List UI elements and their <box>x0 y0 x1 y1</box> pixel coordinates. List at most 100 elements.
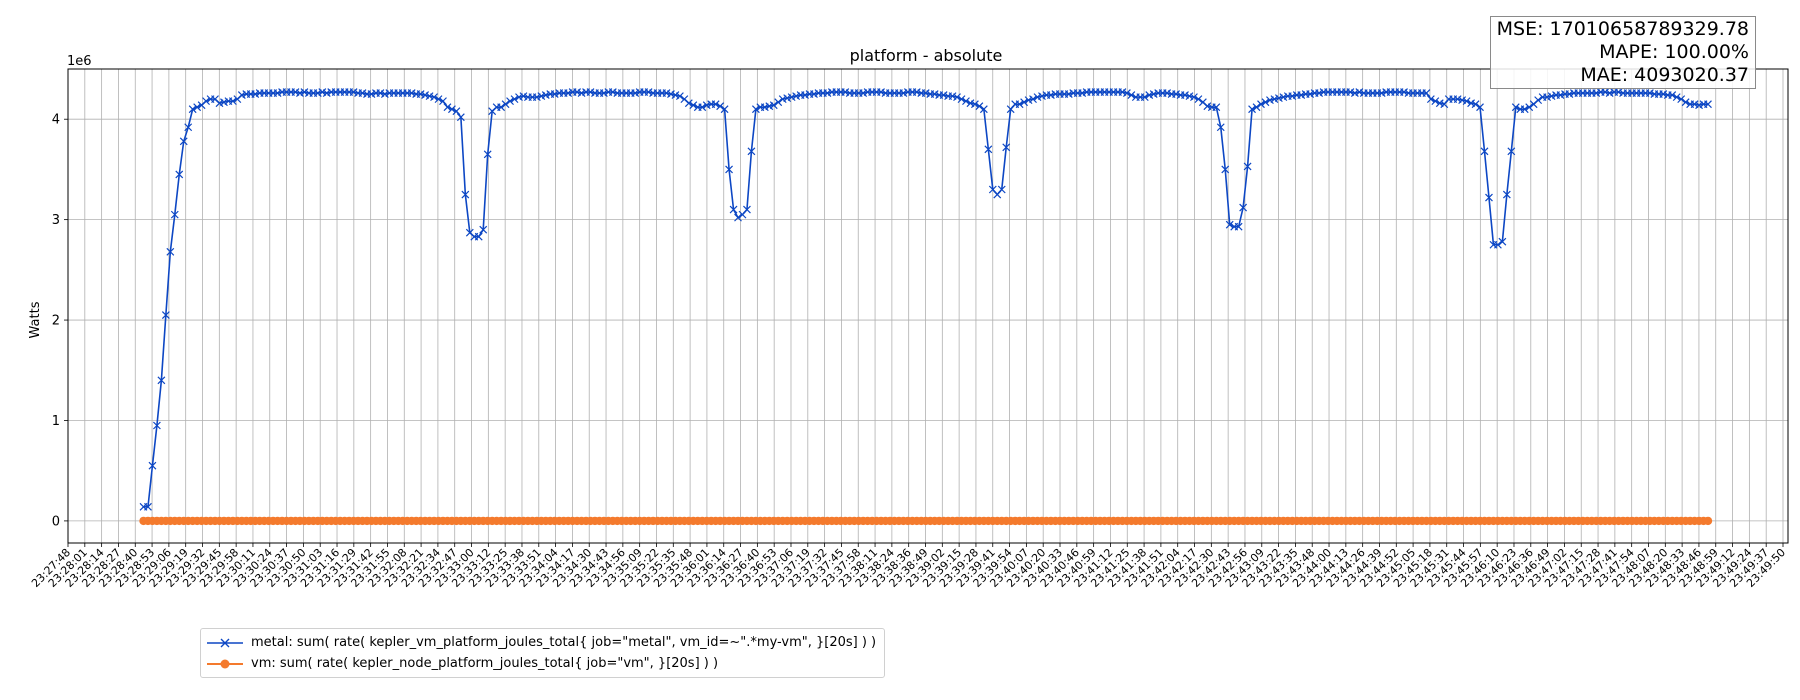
data-point-metal <box>1225 220 1234 229</box>
data-point-metal <box>170 210 179 219</box>
data-point-metal <box>1248 105 1256 114</box>
data-point-metal <box>1212 103 1221 112</box>
mse-text: MSE: 17010658789329.78 <box>1496 18 1749 40</box>
data-point-metal <box>202 97 211 106</box>
data-point-metal <box>711 100 720 109</box>
data-point-metal <box>747 147 756 156</box>
data-point-metal <box>1234 222 1243 231</box>
data-point-metal <box>984 145 993 154</box>
plot-frame <box>67 68 1789 544</box>
data-point-metal <box>483 150 492 159</box>
data-point-metal <box>1252 103 1261 112</box>
data-point-metal <box>1485 193 1493 202</box>
data-point-metal <box>1216 123 1225 132</box>
y-axis-label: Watts <box>28 301 43 338</box>
data-point-metal <box>1677 95 1686 104</box>
data-point-metal <box>430 93 438 102</box>
data-point-metal <box>157 376 166 385</box>
series-layer <box>139 88 1713 526</box>
data-point-metal <box>161 311 170 319</box>
data-point-metal <box>166 247 175 256</box>
data-point-metal <box>1525 103 1534 112</box>
data-point-metal <box>448 105 456 114</box>
data-point-metal <box>1020 98 1029 107</box>
data-point-metal <box>179 137 188 146</box>
data-point-metal <box>1498 237 1507 246</box>
data-point-metal <box>148 461 157 470</box>
data-point-metal <box>1015 100 1024 109</box>
data-point-metal <box>439 97 447 106</box>
data-point-metal <box>1672 93 1681 102</box>
data-point-metal <box>975 102 984 111</box>
data-point-metal <box>1681 98 1690 107</box>
data-point-metal <box>193 103 202 112</box>
data-point-metal <box>734 213 742 222</box>
data-point-metal <box>751 105 760 114</box>
data-point-metal <box>957 95 966 104</box>
data-point-metal <box>474 232 483 241</box>
data-point-metal <box>1002 143 1011 152</box>
data-point-metal <box>152 421 161 430</box>
data-point-metal <box>743 205 751 214</box>
mape-text: MAPE: 100.00% <box>1599 41 1749 63</box>
data-point-metal <box>716 102 725 111</box>
data-point-metal <box>1127 91 1136 100</box>
data-point-metal <box>1502 190 1511 199</box>
data-point-metal <box>1471 100 1480 109</box>
data-point-metal <box>510 95 519 104</box>
data-point-metal <box>144 502 152 511</box>
data-point-metal <box>1511 103 1520 112</box>
y-tick-label: 4 <box>52 113 60 128</box>
data-point-metal <box>684 99 693 108</box>
data-point-metal <box>1704 100 1712 109</box>
data-point-metal <box>1507 147 1516 156</box>
data-point-metal <box>720 105 729 114</box>
data-point-metal <box>1476 103 1484 112</box>
legend-item-vm: vm: sum( rate( kepler_node_platform_joul… <box>207 653 876 674</box>
data-point-metal <box>1029 95 1037 104</box>
data-point-metal <box>1422 89 1431 98</box>
data-point-metal <box>675 92 684 101</box>
data-point-metal <box>501 100 510 109</box>
data-point-metal <box>729 205 738 214</box>
data-point-metal <box>443 103 452 112</box>
data-point-metal <box>1190 93 1198 102</box>
legend-swatch-metal <box>207 638 243 647</box>
data-point-metal <box>461 190 470 199</box>
data-point-metal <box>1194 95 1203 104</box>
data-point-metal <box>997 185 1006 194</box>
data-point-metal <box>689 101 698 110</box>
mae-text: MAE: 4093020.37 <box>1580 64 1749 86</box>
data-point-metal <box>188 105 197 114</box>
data-point-metal <box>1221 165 1230 174</box>
legend-swatch-vm <box>207 659 243 668</box>
data-point-metal <box>1243 162 1252 171</box>
data-point-metal <box>1480 147 1489 156</box>
data-point-metal <box>1426 95 1435 104</box>
data-point-metal <box>1431 97 1440 106</box>
data-point-metal <box>1668 91 1677 100</box>
data-point-metal <box>979 105 988 114</box>
data-point-vm <box>1703 516 1713 526</box>
data-point-metal <box>1140 93 1149 102</box>
legend-label-vm: vm: sum( rate( kepler_node_platform_joul… <box>251 656 719 671</box>
y-tick-label: 2 <box>52 314 60 329</box>
data-point-metal <box>1493 240 1502 249</box>
axes: 23:27:4823:28:0123:28:1423:28:2723:28:40… <box>29 113 1788 590</box>
legend: metal: sum( rate( kepler_vm_platform_jou… <box>200 628 886 678</box>
data-point-metal <box>184 123 193 132</box>
data-point-metal <box>953 93 961 102</box>
y-tick-label: 3 <box>52 213 60 228</box>
data-point-metal <box>434 95 443 104</box>
data-point-metal <box>970 100 979 109</box>
y-tick-label: 0 <box>52 514 60 529</box>
data-point-metal <box>769 101 778 110</box>
data-point-metal <box>774 98 783 107</box>
data-point-metal <box>1462 97 1471 106</box>
data-point-metal <box>497 103 506 112</box>
data-point-metal <box>1261 98 1270 107</box>
data-point-metal <box>479 225 488 234</box>
legend-item-metal: metal: sum( rate( kepler_vm_platform_jou… <box>207 632 876 653</box>
legend-label-metal: metal: sum( rate( kepler_vm_platform_jou… <box>251 635 877 650</box>
